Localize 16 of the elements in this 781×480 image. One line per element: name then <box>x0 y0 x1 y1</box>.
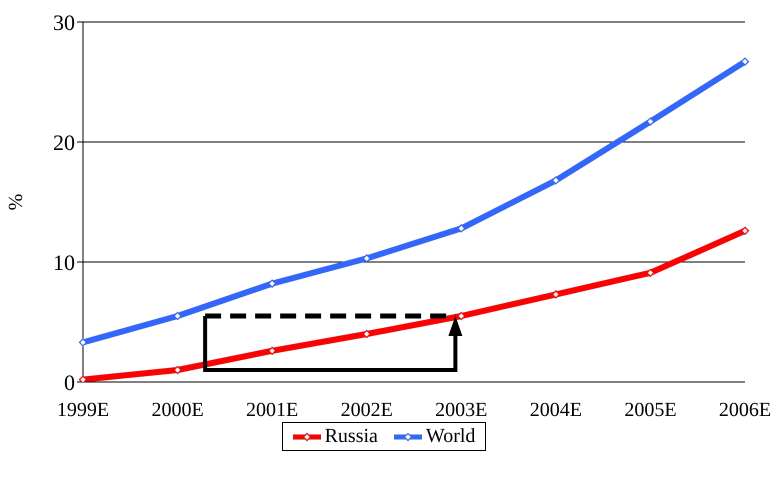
x-tick-label: 1999E <box>56 399 110 422</box>
x-tick-label: 2003E <box>435 399 488 422</box>
y-tick-label: 0 <box>64 370 75 395</box>
point <box>740 58 750 66</box>
x-tick-label: 2005E <box>624 399 677 422</box>
legend-label: World <box>426 425 476 448</box>
y-tick-label: 30 <box>53 10 75 35</box>
y-axis-title: % <box>5 194 28 210</box>
y-tick-label: 10 <box>53 250 75 275</box>
x-tick-label: 2000E <box>151 399 204 422</box>
x-tick-label: 2004E <box>530 399 582 422</box>
y-tick-label: 20 <box>53 130 75 155</box>
x-tick-label: 2001E <box>246 399 298 422</box>
x-tick-label: 2002E <box>340 399 393 422</box>
legend-label: Russia <box>324 425 378 448</box>
x-tick-label: 2006E <box>718 399 772 422</box>
